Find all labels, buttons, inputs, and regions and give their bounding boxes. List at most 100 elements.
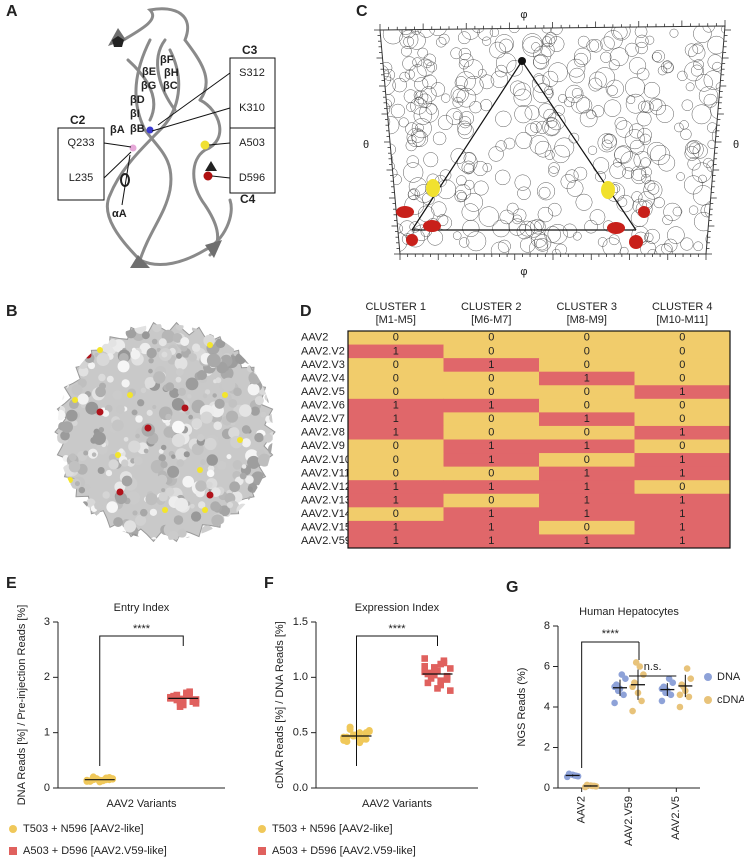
bump <box>245 338 251 344</box>
point <box>676 691 684 699</box>
bump <box>197 434 205 442</box>
bump <box>74 334 83 343</box>
bump <box>65 327 75 338</box>
bump <box>191 443 204 456</box>
bump <box>106 501 118 513</box>
point <box>676 703 684 711</box>
bump <box>263 433 273 443</box>
bump <box>137 399 145 407</box>
cell <box>575 193 593 211</box>
cell-value: 1 <box>488 400 494 412</box>
chart-title: Entry Index <box>114 602 170 614</box>
cell-value: 0 <box>393 332 399 344</box>
bump <box>175 376 182 383</box>
cell <box>685 140 704 159</box>
cell <box>382 26 404 45</box>
cell <box>452 88 466 102</box>
bump <box>66 515 80 530</box>
cell <box>348 480 444 495</box>
cell <box>437 114 453 130</box>
bump <box>118 448 124 454</box>
cell <box>613 26 628 40</box>
cell <box>399 220 415 236</box>
row-label: AAV2.V5 <box>301 386 345 398</box>
bump <box>265 333 273 341</box>
cell <box>452 96 464 108</box>
bump <box>95 386 106 398</box>
bump <box>167 530 179 540</box>
cell <box>614 117 628 130</box>
bump <box>214 398 225 409</box>
bump <box>264 393 272 402</box>
cell <box>459 237 470 248</box>
bump <box>200 411 213 424</box>
legend-marker <box>9 847 17 855</box>
residue-label: A503 <box>239 137 265 149</box>
cell <box>543 108 557 122</box>
point <box>434 685 441 692</box>
cell <box>602 237 622 254</box>
bump <box>61 324 71 329</box>
bump <box>256 348 268 360</box>
bump <box>266 357 273 366</box>
cell-value: 0 <box>393 372 399 384</box>
bump <box>64 335 78 350</box>
cell <box>380 76 396 96</box>
bump <box>176 459 185 467</box>
bump <box>144 376 156 389</box>
cell <box>472 160 488 176</box>
y-tick-label: 1.0 <box>293 671 308 683</box>
cell <box>399 29 419 49</box>
cell-value: 1 <box>393 345 399 357</box>
point <box>440 659 448 667</box>
cell <box>443 371 540 386</box>
cell <box>456 175 467 186</box>
bump <box>115 324 122 330</box>
bump <box>191 418 203 429</box>
row-label: AAV2.V3 <box>301 359 345 371</box>
cell <box>635 34 649 48</box>
charts: 0 1 2 3 Entry Index DNA Reads [%] / Pre-injec… <box>6 575 744 857</box>
cell <box>348 534 444 549</box>
cell <box>643 180 663 200</box>
bump <box>174 357 188 370</box>
bump <box>60 430 70 441</box>
bump <box>213 421 223 430</box>
cell-value: 1 <box>488 481 494 493</box>
cell-value: 0 <box>679 332 685 344</box>
bump <box>207 532 213 538</box>
bump <box>158 338 167 347</box>
cell <box>634 453 731 468</box>
cell <box>423 53 436 67</box>
bump <box>153 371 166 384</box>
cell <box>450 148 467 164</box>
cell <box>634 331 731 346</box>
cell <box>463 59 484 80</box>
bump <box>70 328 83 341</box>
cell <box>348 493 444 508</box>
bump <box>127 533 140 540</box>
bump <box>256 503 269 516</box>
bump <box>171 397 185 411</box>
bump <box>141 331 150 340</box>
cell <box>466 231 487 252</box>
point <box>167 693 174 701</box>
cell <box>348 398 444 413</box>
column-range: [M6-M7] <box>471 314 511 326</box>
cell <box>647 141 667 162</box>
cell-value: 0 <box>488 345 494 357</box>
cell <box>530 231 548 248</box>
cell <box>560 174 576 190</box>
panel-label: B <box>6 303 18 320</box>
bump <box>251 520 261 530</box>
cell <box>662 214 673 226</box>
bump <box>200 459 207 466</box>
bump <box>206 454 218 466</box>
bump <box>224 329 230 334</box>
cell-value: 1 <box>584 440 590 452</box>
bump <box>260 482 268 490</box>
bump <box>94 531 107 540</box>
bump <box>91 452 97 457</box>
x-tick-label: AAV2.V5 <box>670 796 682 840</box>
bump <box>57 356 62 369</box>
